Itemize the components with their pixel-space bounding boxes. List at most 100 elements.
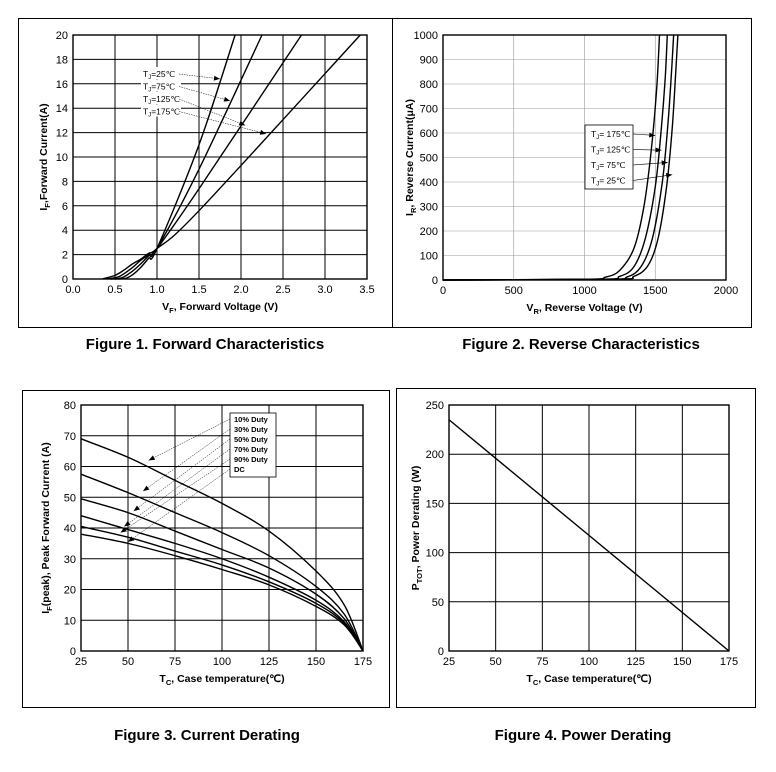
- fig1-legend-label-rest: =175℃: [151, 107, 180, 117]
- fig2-legend-label-sub: J: [596, 151, 599, 157]
- fig1-y-axis-label-main: I: [38, 208, 50, 211]
- fig1-legend-label-sub: J: [148, 100, 151, 106]
- fig2-legend-arrow: [649, 132, 656, 138]
- fig1-legend-bg: [141, 104, 181, 117]
- fig2-y-axis-label-main: I: [404, 213, 416, 216]
- fig4-y-tick-label: 250: [426, 400, 444, 412]
- fig2-y-tick-label: 300: [420, 202, 438, 214]
- fig1-series-line-2: [110, 34, 263, 280]
- panel-current-derating: 25 50 75 100 125 150 175 0 10 20 30 40 50 60 70 80 TC, C…: [22, 390, 390, 708]
- fig2-y-tick-label: 100: [420, 251, 438, 263]
- fig1-x-tick-label: 0.0: [65, 284, 80, 296]
- forward-characteristics-chart: 0.0 0.5 1.0 1.5 2.0 2.5 3.0 3.5 0 2 4 6 8 10 12 14 16 18 2…: [38, 30, 375, 315]
- fig3-legend-leader: [120, 458, 231, 533]
- fig1-x-tick-label: 2.5: [275, 284, 290, 296]
- fig3-y-axis-label-main: I: [40, 611, 52, 614]
- fig1-y-tick-label: 18: [56, 54, 68, 66]
- fig1-legend-label: TJ=125℃: [143, 94, 180, 106]
- fig4-y-tick-label: 0: [438, 646, 444, 658]
- fig4-plot-frame: [448, 404, 730, 652]
- fig1-x-tick-label: 1.5: [191, 284, 206, 296]
- fig2-x-tick-label: 500: [505, 285, 523, 297]
- fig1-y-tick-label: 2: [62, 250, 68, 262]
- fig1-y-axis-label-rest: ,Forward Current(A): [38, 103, 50, 203]
- fig3-y-tick-label: 0: [70, 646, 76, 658]
- fig4-y-axis-label-sub: TOT: [415, 568, 424, 583]
- fig2-legend-label-sub: J: [596, 182, 599, 188]
- fig3-x-tick-label: 125: [260, 656, 278, 668]
- fig1-legend-label-sub: J: [148, 75, 151, 81]
- fig2-y-tick-label: 0: [432, 275, 438, 287]
- fig2-y-tick-label: 800: [420, 79, 438, 91]
- fig1-y-tick-label: 8: [62, 176, 68, 188]
- fig1-y-tick-label: 0: [62, 274, 68, 286]
- fig1-series-line-3: [106, 34, 303, 280]
- fig3-legend-arrow: [148, 455, 156, 461]
- fig3-legend-label: 70% Duty: [234, 445, 269, 454]
- fig2-legend-box: [584, 124, 634, 190]
- fig4-y-tick-label: 150: [426, 498, 444, 510]
- fig3-legend-arrow: [133, 505, 140, 512]
- fig1-legend-leader: [178, 73, 221, 80]
- fig3-legend-arrow: [128, 536, 135, 542]
- fig3-x-axis-label-main: T: [159, 673, 166, 685]
- fig2-x-axis-label-main: V: [526, 302, 533, 314]
- fig1-y-tick-label: 16: [56, 79, 68, 91]
- fig3-legend-label: 30% Duty: [234, 425, 269, 434]
- fig2-legend-label-rest: = 25℃: [599, 176, 626, 186]
- fig2-x-axis-label-rest: , Reverse Voltage (V): [539, 302, 643, 314]
- fig2-legend-label: TJ= 175℃: [591, 129, 631, 141]
- reverse-characteristics-chart: 0 500 1000 1500 2000 0 100 200 300 400 500 600 700 80…: [404, 30, 738, 316]
- fig3-legend-label: 10% Duty: [234, 415, 269, 424]
- fig1-y-tick-label: 6: [62, 201, 68, 213]
- fig4-plot: 25 50 75 100 125 150 175 0 50 100 150 200 250 TC, Cas…: [410, 400, 738, 687]
- fig2-series-group: [442, 34, 679, 281]
- fig4-x-tick-label: 175: [720, 656, 738, 668]
- fig1-x-axis-label-sub: F: [169, 306, 174, 315]
- fig1-legend-leader: [178, 98, 246, 126]
- fig1-y-tick-label: 4: [62, 225, 68, 237]
- fig4-x-tick-label: 50: [490, 656, 502, 668]
- fig1-y-axis-label: IF,Forward Current(A): [38, 103, 52, 210]
- fig4-y-axis-label: PTOT, Power Derating (W): [410, 466, 424, 591]
- fig2-legend-arrow: [655, 147, 662, 153]
- fig2-legend-label: TJ= 125℃: [591, 145, 631, 157]
- fig4-y-tick-label: 200: [426, 449, 444, 461]
- fig3-series-line-4: [80, 515, 364, 652]
- fig2-y-tick-label: 400: [420, 177, 438, 189]
- fig1-x-axis-label-main: V: [162, 301, 169, 313]
- fig2-legend: TJ= 175℃TJ= 125℃TJ= 75℃TJ= 25℃: [584, 124, 673, 190]
- fig3-y-axis-label-rest: (peak), Peak Forward Current (A): [40, 442, 52, 606]
- fig2-x-axis-label: VR, Reverse Voltage (V): [526, 302, 642, 316]
- fig1-y-tick-label: 12: [56, 128, 68, 140]
- fig3-y-tick-label: 20: [64, 585, 76, 597]
- fig3-x-tick-label: 25: [75, 656, 87, 668]
- fig1-legend-bg: [141, 79, 181, 92]
- fig1-y-tick-label: 10: [56, 152, 68, 164]
- fig3-y-tick-label: 30: [64, 554, 76, 566]
- power-derating-chart: 25 50 75 100 125 150 175 0 50 100 150 200 250 TC, Cas…: [410, 400, 738, 687]
- fig2-legend-arrow: [665, 173, 673, 179]
- fig3-x-tick-label: 175: [354, 656, 372, 668]
- fig1-legend-label-sub: J: [148, 88, 151, 94]
- fig2-y-tick-label: 700: [420, 104, 438, 116]
- fig3-y-tick-label: 70: [64, 431, 76, 443]
- fig1-series-line-1: [114, 34, 236, 280]
- fig3-y-tick-label: 40: [64, 523, 76, 535]
- fig1-legend-label-rest: =25℃: [151, 69, 175, 79]
- fig1-plot: 0.0 0.5 1.0 1.5 2.0 2.5 3.0 3.5 0 2 4 6 8 10 12 14 16 18 2…: [38, 30, 375, 315]
- fig4-x-axis-label-main: T: [526, 673, 533, 685]
- fig1-legend-bg: [141, 67, 181, 79]
- fig1-series-group: [102, 34, 361, 280]
- fig3-y-axis-label: IF(peak), Peak Forward Current (A): [40, 442, 54, 614]
- fig1-x-tick-label: 1.0: [149, 284, 164, 296]
- fig4-y-tick-label: 50: [432, 597, 444, 609]
- fig3-x-tick-label: 150: [307, 656, 325, 668]
- fig2-y-tick-label: 900: [420, 55, 438, 67]
- caption-figure-4: Figure 4. Power Derating: [494, 727, 672, 744]
- fig3-y-tick-label: 60: [64, 462, 76, 474]
- fig2-legend-label-main: T: [591, 176, 596, 186]
- fig3-legend-label: 50% Duty: [234, 435, 269, 444]
- fig1-legend-arrow: [213, 75, 220, 81]
- fig4-series-group: [448, 419, 730, 652]
